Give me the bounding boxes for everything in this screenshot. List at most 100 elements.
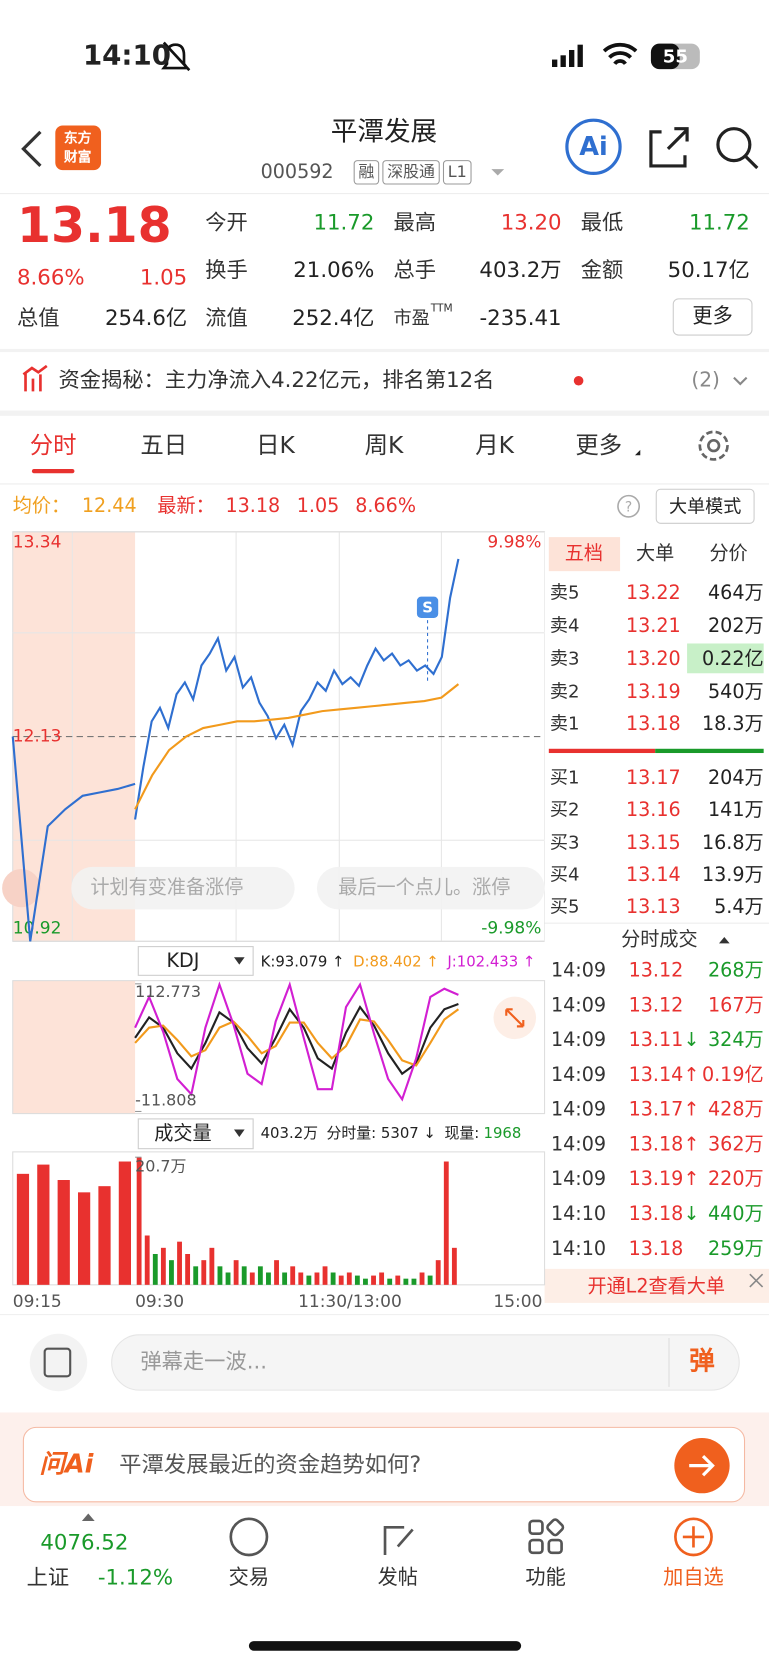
book-label: 卖5 xyxy=(550,582,580,603)
field-sup: TTM xyxy=(430,301,453,314)
panel-tab: 大单 xyxy=(636,542,674,565)
last-value: 13.18 xyxy=(225,494,280,517)
settings-button[interactable] xyxy=(698,430,729,461)
help-button[interactable] xyxy=(617,494,641,518)
ai-box[interactable] xyxy=(22,1426,746,1503)
volume-bar xyxy=(411,1278,417,1285)
x-tick-label: 09:15 xyxy=(13,1292,62,1312)
volume-bar xyxy=(185,1253,191,1285)
search-handle xyxy=(744,155,759,170)
more-label: 更多 xyxy=(692,303,732,327)
nav-item: 加自选 xyxy=(663,1565,724,1589)
l2-bar[interactable] xyxy=(544,1268,769,1303)
more-button[interactable] xyxy=(672,298,753,336)
book-volume: 540万 xyxy=(708,680,764,703)
volume-bar xyxy=(16,1173,30,1285)
trade-time: 14:09 xyxy=(551,959,606,982)
trade-time: 14:09 xyxy=(551,1167,606,1190)
field-value: 254.6亿 xyxy=(105,306,187,331)
trade-time: 14:10 xyxy=(551,1202,606,1225)
book-label: 卖2 xyxy=(550,681,580,702)
series-line xyxy=(134,1008,460,1067)
marker xyxy=(416,596,439,618)
expand-icon xyxy=(505,1008,525,1028)
series-line xyxy=(11,736,136,942)
battery-text: 55 xyxy=(663,46,688,67)
y-tick-label: -11.808 xyxy=(135,1090,197,1109)
indicator-select[interactable] xyxy=(137,946,254,976)
premarket-shade xyxy=(12,980,136,1114)
volume-bar xyxy=(193,1266,199,1285)
tab: 五日 xyxy=(140,431,187,459)
tag-box xyxy=(442,160,472,185)
field-value: 11.72 xyxy=(689,210,750,235)
search-button[interactable] xyxy=(716,127,752,163)
ratio-bar-green xyxy=(655,748,764,754)
volume-bar xyxy=(274,1260,279,1285)
volume-bar xyxy=(395,1275,401,1285)
volume-bar xyxy=(443,1161,449,1285)
book-price: 13.17 xyxy=(626,766,681,789)
ai-button[interactable] xyxy=(565,118,622,175)
volume-bar xyxy=(306,1275,312,1285)
legend-entry: J:102.433 ↑ xyxy=(446,953,535,971)
volume-bar xyxy=(266,1272,271,1285)
volume-bar xyxy=(169,1260,174,1285)
y-tick-label: 12.13 xyxy=(13,727,62,747)
indicator-select[interactable] xyxy=(137,1118,254,1150)
dropdown-arrow[interactable] xyxy=(491,169,505,176)
volume-stat: 403.2万 xyxy=(261,1124,318,1142)
volume-bar xyxy=(451,1247,457,1285)
ratio-bar-red xyxy=(548,748,656,754)
volume-bar xyxy=(354,1275,360,1285)
field-label: 总手 xyxy=(394,258,437,283)
trade-volume: 220万 xyxy=(708,1167,764,1190)
field-value: 252.4亿 xyxy=(292,306,374,331)
volume-bar xyxy=(330,1272,336,1285)
y-tick-label: 112.773 xyxy=(135,982,201,1001)
series-line xyxy=(134,1003,459,1076)
share-button[interactable] xyxy=(649,127,689,168)
book-volume: 141万 xyxy=(708,798,764,821)
field-label: 换手 xyxy=(205,258,248,283)
trade-arrow: ↓ xyxy=(683,1028,699,1051)
add-icon xyxy=(674,1517,713,1557)
mode-button[interactable] xyxy=(655,488,755,524)
trade-arrow: ↓ xyxy=(683,1202,699,1225)
back-button[interactable] xyxy=(21,130,42,168)
book-label: 买4 xyxy=(550,864,580,885)
book-price: 13.16 xyxy=(626,798,681,821)
trade-price: 13.12 xyxy=(629,993,684,1016)
tab: 月K xyxy=(475,431,514,459)
volume-bar xyxy=(177,1241,182,1285)
trade-arrow: ↑ xyxy=(683,1098,699,1121)
trade-volume: 268万 xyxy=(708,959,764,982)
close-l2[interactable] xyxy=(749,1273,764,1288)
indicator-name: 成交量 xyxy=(154,1121,211,1144)
tag-box xyxy=(353,160,380,185)
nav-item: 交易 xyxy=(229,1565,269,1589)
change-pct: 8.66% xyxy=(17,266,85,291)
volume-bar xyxy=(363,1278,368,1285)
volume-bar xyxy=(118,1161,132,1285)
book-price: 13.20 xyxy=(626,647,681,670)
banner-chevron[interactable] xyxy=(733,376,748,386)
trade-volume: 440万 xyxy=(708,1202,764,1225)
trade-time: 14:09 xyxy=(551,1098,606,1121)
book-volume: 0.22亿 xyxy=(702,647,764,670)
volume-bar xyxy=(57,1180,70,1285)
nav-item: 发帖 xyxy=(378,1565,418,1589)
trade-volume: 428万 xyxy=(708,1098,764,1121)
trade-price: 13.19 xyxy=(629,1167,684,1190)
volume-bar xyxy=(144,1235,150,1285)
change-pct-value: 8.66% xyxy=(355,494,416,517)
comment-input[interactable] xyxy=(111,1334,740,1391)
book-label: 卖1 xyxy=(550,713,580,734)
volume-bar xyxy=(152,1253,158,1285)
danmaku-bubble xyxy=(316,866,545,910)
marker-label: S xyxy=(422,598,433,616)
danmaku-settings[interactable] xyxy=(29,1333,88,1392)
book-label: 卖4 xyxy=(550,615,580,636)
